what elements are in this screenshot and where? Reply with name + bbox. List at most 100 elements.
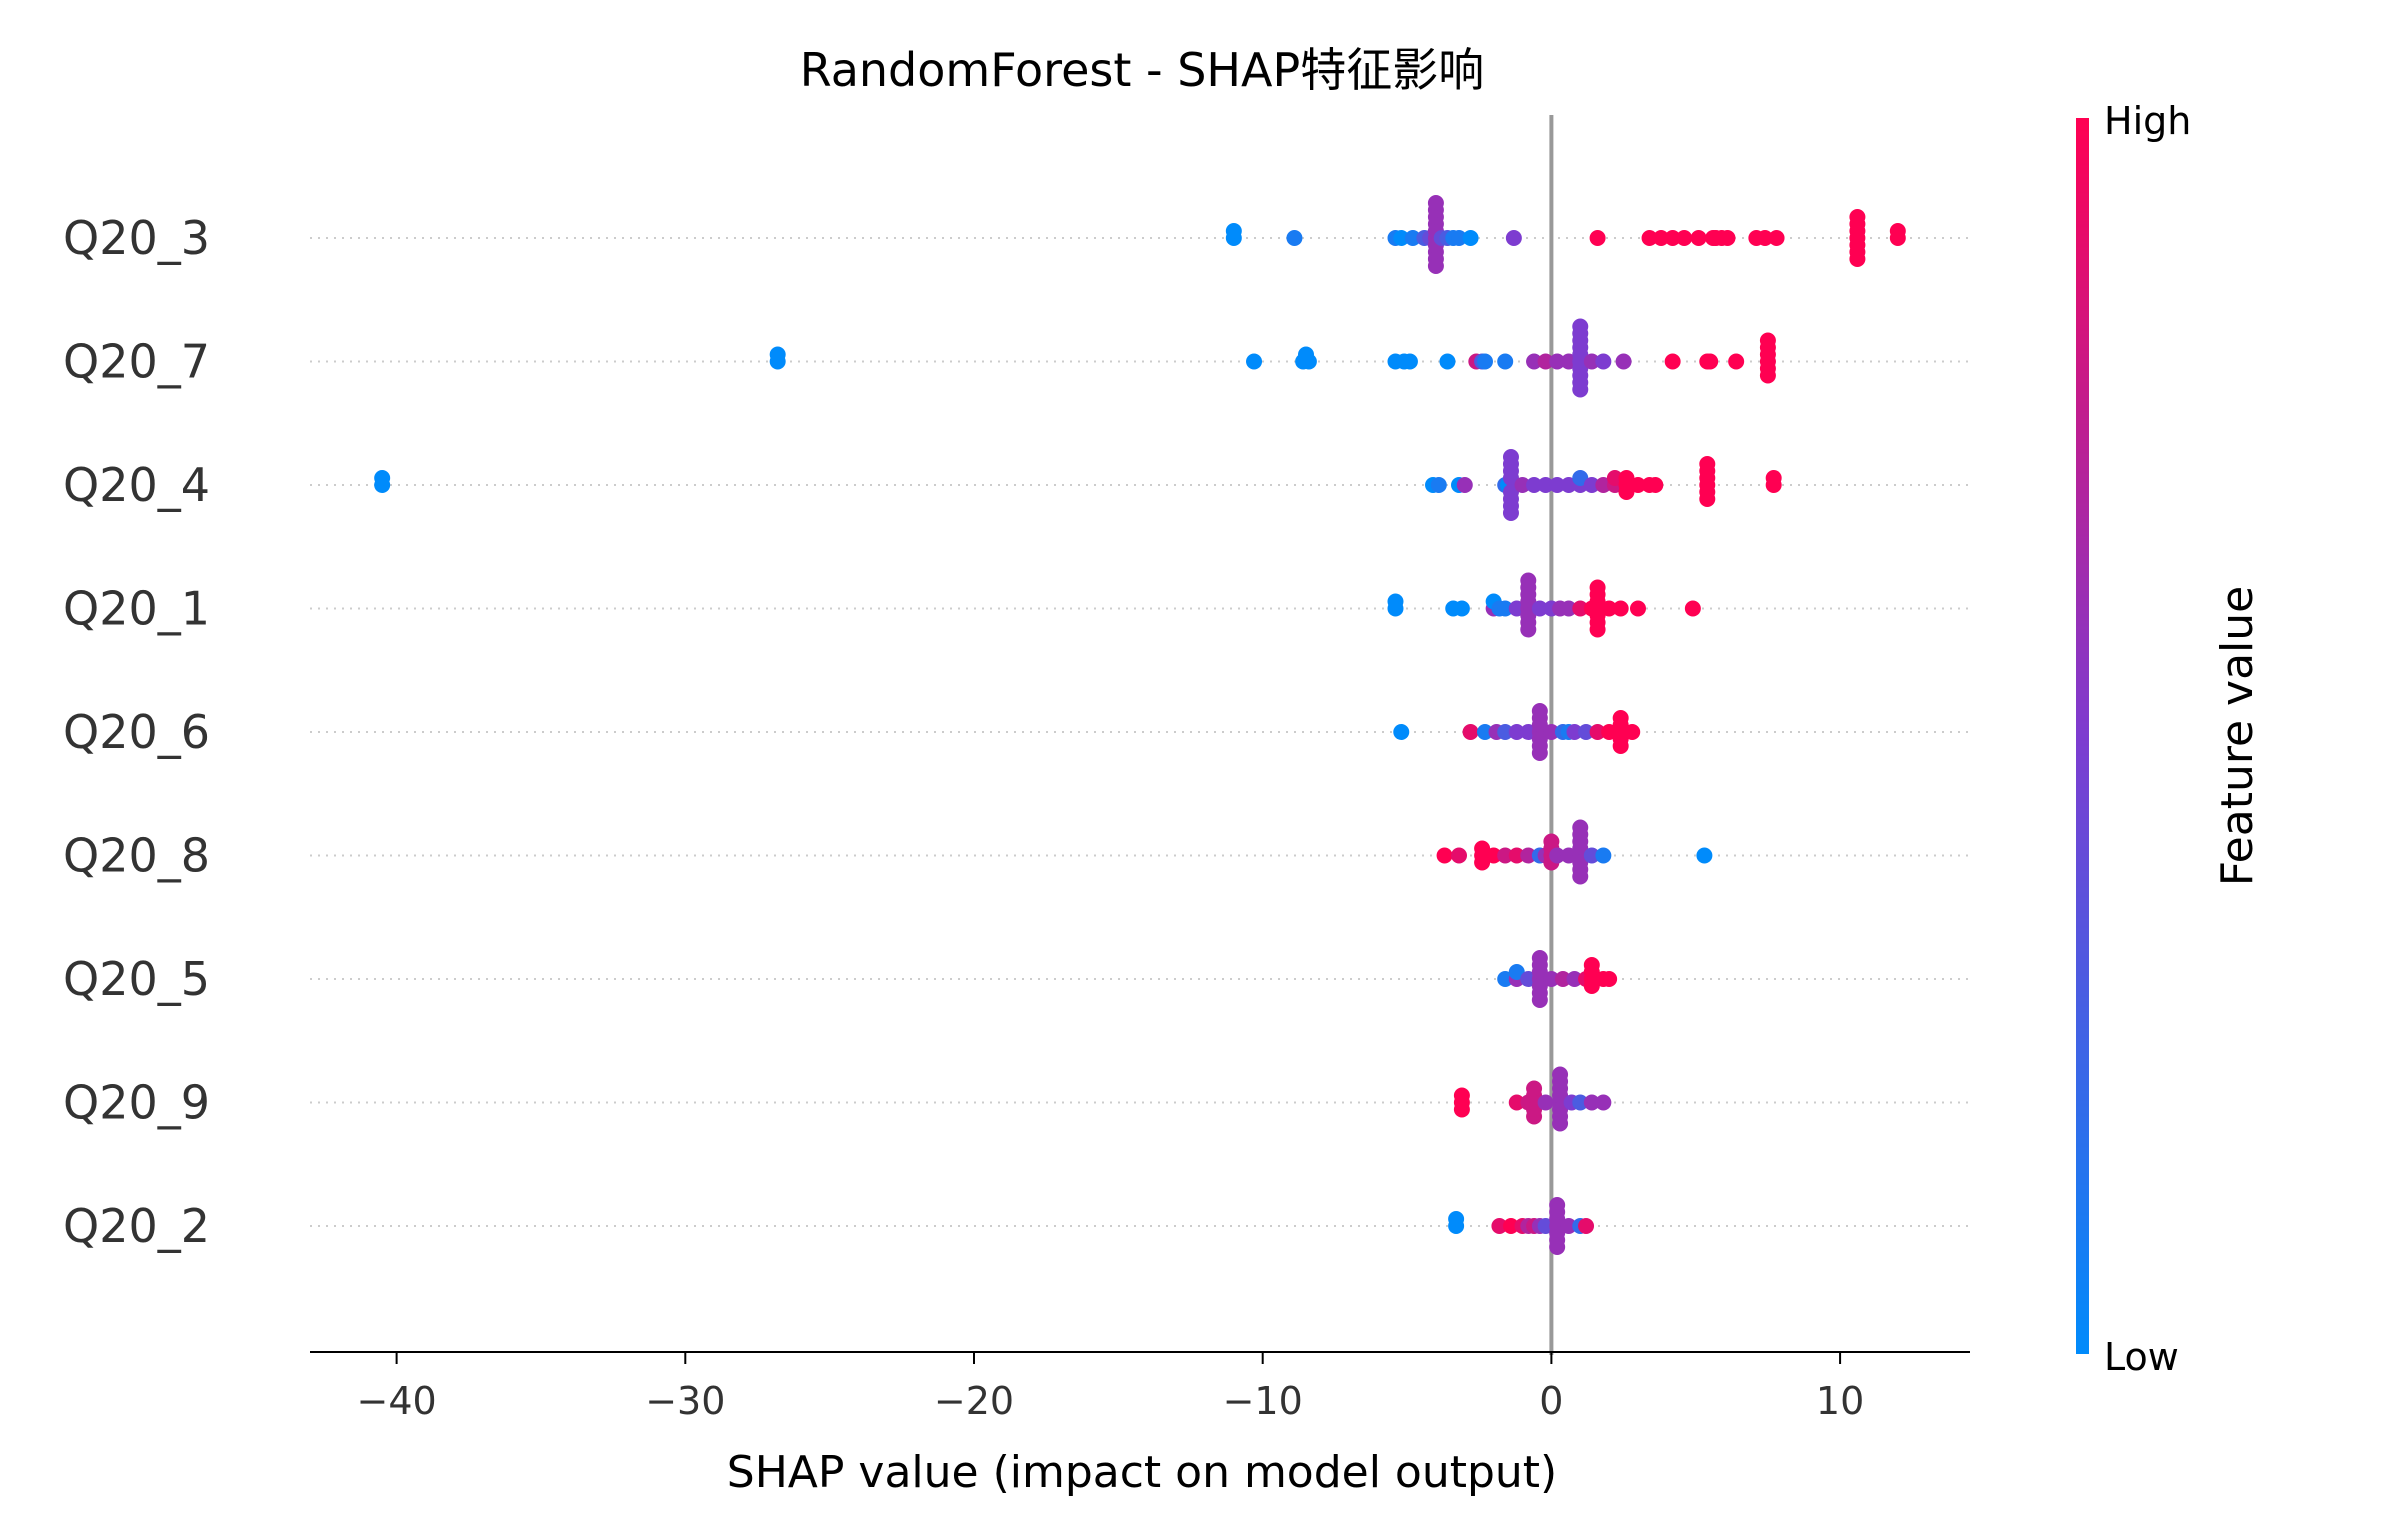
feature-label: Q20_6 [63,705,210,759]
shap-point [1508,600,1525,617]
shap-point [1583,847,1600,864]
shap-point [1502,449,1519,465]
shap-point [1601,971,1618,987]
shap-point [1560,600,1577,617]
shap-point [1387,593,1404,610]
shap-point [1690,230,1707,246]
feature-grid-lines [310,237,1970,1227]
shap-point [1502,505,1519,521]
feature-label: Q20_5 [63,952,210,1006]
chart-title: RandomForest - SHAP特征影响 [800,43,1484,97]
shap-point [1497,353,1514,370]
colorbar-title: Feature value [2212,586,2263,886]
shap-point [1497,724,1514,740]
shap-point [1664,353,1681,370]
shap-point [1526,477,1543,493]
shap-point [1572,1094,1589,1111]
x-tick-label: −40 [357,1379,437,1423]
shap-point [1699,491,1716,507]
shap-point [1589,579,1606,596]
shap-point [1508,964,1525,980]
shap-point [1630,477,1646,493]
shap-point [1497,600,1514,617]
shap-point [1696,847,1713,864]
shap-point [1225,223,1242,239]
shap-point [1549,847,1566,864]
feature-label: Q20_7 [63,335,210,389]
shap-point [1595,353,1612,370]
shap-point [1520,971,1537,987]
shap-point [1583,353,1600,370]
x-axis-label: SHAP value (impact on model output) [727,1447,1557,1498]
shap-point [1572,868,1589,885]
shap-point [1589,621,1606,638]
shap-point [1531,992,1548,1008]
shap-point [1549,353,1566,370]
feature-label: Q20_2 [63,1199,210,1253]
shap-point [1531,703,1548,719]
shap-point [1589,230,1606,246]
shap-point [1583,978,1600,994]
shap-point [1404,230,1421,246]
x-tick-label: 0 [1539,1379,1563,1423]
shap-point [1560,1218,1577,1234]
x-tick-label: −30 [645,1379,725,1423]
shap-point [1526,353,1543,370]
shap-point [1543,971,1560,987]
colorbar [2076,118,2089,1354]
shap-point [1537,353,1554,370]
shap-point [1453,600,1470,617]
feature-labels: Q20_3 Q20_7 Q20_4 Q20_1 Q20_6 Q20_8 Q20_5 Q20_9… [63,211,210,1253]
shap-point [1448,1211,1465,1227]
shap-point [1520,572,1537,589]
shap-point [1476,353,1493,370]
shap-point [1702,353,1719,370]
shap-point [1583,1094,1600,1111]
shap-point [1676,230,1693,246]
shap-point [1474,840,1491,857]
shap-point [1476,724,1493,740]
shap-point [1246,353,1263,370]
shap-point [1554,971,1571,987]
shap-point [1560,353,1577,370]
shap-point [1572,318,1589,335]
shap-point [1618,470,1635,486]
shap-point [1889,223,1906,239]
shap-point [1543,833,1560,850]
shap-point [1508,847,1525,864]
shap-point [1491,1218,1508,1234]
shap-point [1453,1087,1470,1104]
colorbar-high-label: High [2104,99,2191,143]
shap-point [1439,353,1456,370]
shap-point [1427,195,1444,211]
x-tick-label: 10 [1816,1379,1864,1423]
shap-point [1612,710,1629,726]
shap-point [1451,230,1468,246]
shap-point [1549,477,1566,493]
shap-point [1531,600,1548,617]
shap-point [1768,230,1785,246]
shap-point [1759,367,1776,384]
x-tick-label: −10 [1223,1379,1303,1423]
shap-point [1552,1066,1569,1083]
shap-point [1728,353,1745,370]
shap-point [1531,950,1548,966]
feature-label: Q20_8 [63,829,210,883]
shap-point [1615,353,1632,370]
shap-point [1537,1218,1554,1234]
shap-point [1451,847,1468,864]
shap-point [1612,738,1629,754]
shap-point [1508,1094,1525,1111]
shap-point [1543,724,1560,740]
shap-point [1578,724,1595,740]
x-axis-ticks: −40 −30 −20 −10 0 10 [357,1352,1864,1423]
shap-point [1630,600,1646,617]
shap-point [1572,381,1589,398]
shap-point [1624,724,1641,740]
shap-point [1453,1101,1470,1118]
shap-point [1566,724,1583,740]
shap-point [1520,621,1537,638]
shap-point [1549,1239,1566,1255]
shap-point [1497,847,1514,864]
shap-point [1427,258,1444,274]
